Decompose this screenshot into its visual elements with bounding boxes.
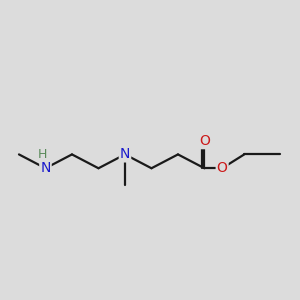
Text: N: N xyxy=(120,147,130,161)
Text: N: N xyxy=(40,161,51,175)
Text: H: H xyxy=(37,148,46,161)
Text: O: O xyxy=(217,161,228,175)
Text: O: O xyxy=(199,134,210,148)
